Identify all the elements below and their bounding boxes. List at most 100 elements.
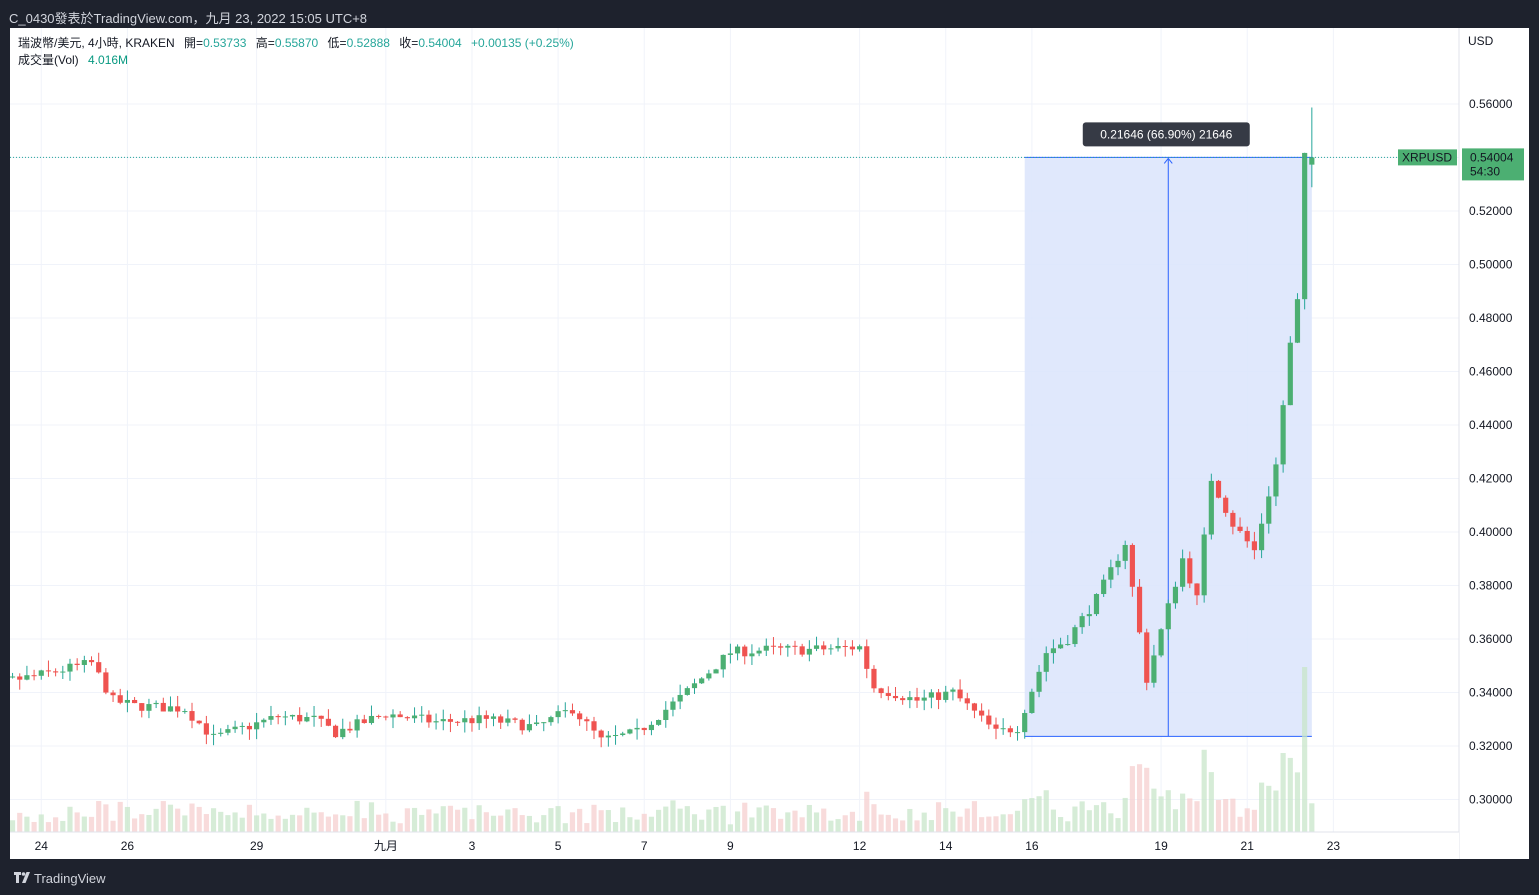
- volume-bar: [232, 812, 238, 832]
- candle-body: [835, 645, 841, 649]
- symbol-tag: XRPUSD: [1402, 150, 1452, 164]
- volume-bar: [1072, 806, 1078, 832]
- volume-bar: [1201, 749, 1207, 832]
- price-tag-bg: [1462, 148, 1524, 181]
- candle-body: [533, 722, 540, 725]
- volume-bar: [275, 815, 281, 832]
- volume-bar: [864, 791, 870, 832]
- volume-bar: [146, 814, 152, 832]
- price-chart[interactable]: 0.21646 (66.90%) 21646USD0.560000.540000…: [10, 28, 1529, 859]
- date-tick-label: 21: [1241, 839, 1255, 853]
- volume-bar: [806, 804, 812, 832]
- candle-body: [612, 735, 619, 737]
- volume-bar: [720, 805, 726, 832]
- volume-bar: [1014, 810, 1021, 832]
- candle-body: [1230, 512, 1236, 527]
- price-tick-label: 0.56000: [1469, 97, 1513, 111]
- chart-panel[interactable]: 0.21646 (66.90%) 21646USD0.560000.540000…: [10, 28, 1529, 859]
- volume-bar: [1079, 801, 1085, 832]
- candle-body: [1273, 464, 1279, 497]
- measure-tooltip: 0.21646 (66.90%) 21646: [1082, 122, 1250, 147]
- candle-body: [1309, 157, 1315, 165]
- candle-body: [699, 678, 705, 684]
- candle-body: [871, 668, 877, 689]
- candle-body: [38, 670, 44, 676]
- candle-body: [1050, 648, 1056, 654]
- footer-bar: TradingView: [0, 859, 1539, 895]
- candle-body: [1072, 627, 1078, 645]
- candle-body: [1079, 616, 1085, 628]
- volume-bar: [1172, 809, 1179, 832]
- candle-body: [821, 645, 827, 650]
- candle-body: [828, 648, 834, 650]
- volume-bar: [490, 815, 497, 832]
- volume-bar: [1280, 753, 1286, 832]
- measure-tooltip-text: 0.21646 (66.90%) 21646: [1100, 127, 1232, 141]
- volume-bar: [1309, 803, 1315, 832]
- volume-bar: [907, 808, 913, 832]
- volume-bar: [1122, 797, 1128, 832]
- candle-body: [483, 715, 489, 719]
- volume-bar: [526, 815, 532, 832]
- candle-body: [17, 676, 23, 680]
- volume-bar: [1022, 799, 1028, 832]
- candle-body: [964, 698, 970, 704]
- volume-bar: [914, 820, 920, 832]
- volume-bar: [1158, 796, 1164, 832]
- candle-body: [1215, 480, 1222, 498]
- volume-bar: [74, 812, 80, 832]
- candle-body: [1201, 534, 1207, 596]
- candle-body: [562, 710, 568, 712]
- candle-body: [282, 716, 288, 718]
- change-value: +0.00135 (+0.25%): [471, 36, 574, 50]
- candle-body: [928, 692, 934, 698]
- volume-bar: [892, 818, 899, 832]
- price-tick-label: 0.48000: [1469, 311, 1513, 325]
- volume-bar: [1000, 814, 1006, 832]
- volume-bar: [598, 810, 604, 832]
- volume-bar: [756, 807, 762, 832]
- volume-bar: [160, 801, 166, 832]
- candle-body: [1172, 586, 1179, 604]
- candle-body: [584, 719, 590, 722]
- candle-body: [598, 730, 604, 738]
- volume-bar: [282, 818, 288, 832]
- candle-body: [476, 715, 482, 724]
- candle-body: [146, 704, 152, 711]
- candle-body: [749, 653, 755, 657]
- candle-body: [1065, 644, 1071, 646]
- volume-bar: [476, 805, 482, 832]
- candle-body: [656, 719, 662, 725]
- volume-bar: [1115, 818, 1121, 832]
- candle-body: [763, 645, 769, 651]
- volume-bar: [17, 812, 23, 832]
- volume-bar: [1273, 790, 1279, 832]
- volume-bar: [254, 815, 260, 832]
- candle-body: [45, 670, 52, 672]
- volume-bar: [404, 808, 410, 832]
- volume-bar: [376, 814, 382, 832]
- volume-bar: [986, 816, 992, 832]
- volume-bar: [124, 806, 130, 832]
- candle-body: [806, 648, 812, 655]
- volume-bar: [541, 815, 547, 832]
- candle-body: [756, 650, 762, 654]
- volume-bar: [325, 816, 331, 832]
- price-tick-label: 0.38000: [1469, 579, 1513, 593]
- time-axis[interactable]: 24 26 29 九月 3 5 7 9 12 14 16 19 21 23: [10, 831, 1459, 859]
- price-tick-label: 0.32000: [1469, 739, 1513, 753]
- candle-body: [1223, 497, 1229, 513]
- candle-body: [1251, 541, 1257, 551]
- candle-body: [505, 718, 511, 723]
- candle-body: [591, 721, 597, 731]
- volume-bar: [153, 808, 159, 832]
- candle-body: [318, 715, 324, 719]
- candle-body: [986, 715, 992, 725]
- volume-bar: [139, 814, 145, 832]
- volume-bar: [1251, 809, 1257, 832]
- candle-body: [957, 689, 963, 699]
- volume-bar: [218, 811, 224, 832]
- candle-body: [24, 675, 30, 680]
- candle-body: [1136, 586, 1143, 633]
- date-tick-label: 29: [250, 839, 264, 853]
